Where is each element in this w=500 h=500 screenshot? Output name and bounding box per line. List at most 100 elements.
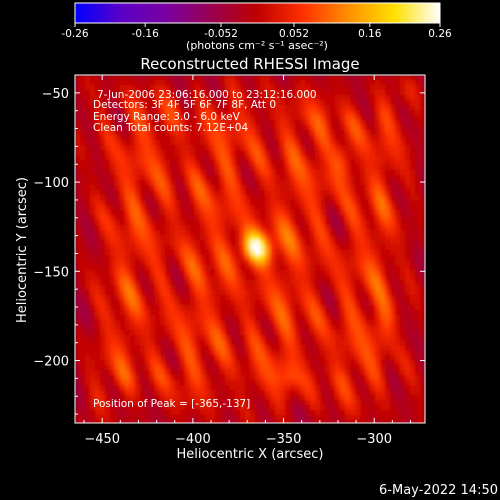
- heatmap-cell: [345, 255, 351, 261]
- heatmap-cell: [225, 420, 231, 423]
- heatmap-cell: [275, 310, 281, 316]
- heatmap-cell: [85, 75, 91, 81]
- heatmap-cell: [415, 120, 421, 126]
- heatmap-cell: [395, 275, 401, 281]
- heatmap-cell: [395, 420, 401, 423]
- heatmap-cell: [255, 365, 261, 371]
- heatmap-cell: [415, 370, 421, 376]
- heatmap-cell: [325, 150, 331, 156]
- heatmap-cell: [140, 250, 146, 256]
- heatmap-cell: [95, 335, 101, 341]
- heatmap-cell: [270, 150, 276, 156]
- heatmap-cell: [320, 175, 326, 181]
- heatmap-cell: [205, 195, 211, 201]
- heatmap-cell: [385, 365, 391, 371]
- heatmap-cell: [195, 100, 201, 106]
- heatmap-cell: [175, 170, 181, 176]
- heatmap-cell: [210, 220, 216, 226]
- heatmap-cell: [400, 395, 406, 401]
- heatmap-cell: [165, 225, 171, 231]
- heatmap-cell: [95, 250, 101, 256]
- heatmap-cell: [200, 360, 206, 366]
- heatmap-cell: [260, 245, 266, 251]
- heatmap-cell: [370, 355, 376, 361]
- heatmap-cell: [100, 195, 106, 201]
- heatmap-cell: [140, 355, 146, 361]
- heatmap-cell: [205, 365, 211, 371]
- heatmap-cell: [275, 190, 281, 196]
- heatmap-cell: [80, 375, 86, 381]
- heatmap-cell: [190, 195, 196, 201]
- heatmap-cell: [265, 150, 271, 156]
- heatmap-cell: [235, 160, 241, 166]
- heatmap-cell: [170, 320, 176, 326]
- heatmap-cell: [305, 240, 311, 246]
- heatmap-cell: [250, 180, 256, 186]
- heatmap-cell: [310, 240, 316, 246]
- heatmap-cell: [100, 140, 106, 146]
- heatmap-cell: [100, 205, 106, 211]
- heatmap-cell: [270, 395, 276, 401]
- heatmap-cell: [415, 185, 421, 191]
- heatmap-cell: [220, 115, 226, 121]
- heatmap-cell: [315, 170, 321, 176]
- heatmap-cell: [255, 305, 261, 311]
- heatmap-cell: [345, 130, 351, 136]
- heatmap-cell: [255, 390, 261, 396]
- heatmap-cell: [295, 170, 301, 176]
- heatmap-cell: [120, 405, 126, 411]
- heatmap-cell: [155, 240, 161, 246]
- heatmap-cell: [330, 185, 336, 191]
- heatmap-cell: [210, 230, 216, 236]
- heatmap-cell: [155, 320, 161, 326]
- heatmap-cell: [135, 270, 141, 276]
- heatmap-cell: [300, 125, 306, 131]
- heatmap-cell: [155, 270, 161, 276]
- heatmap-cell: [285, 140, 291, 146]
- heatmap-cell: [170, 390, 176, 396]
- heatmap-cell: [360, 140, 366, 146]
- heatmap-cell: [160, 90, 166, 96]
- heatmap-cell: [215, 305, 221, 311]
- heatmap-cell: [345, 345, 351, 351]
- heatmap-cell: [340, 215, 346, 221]
- heatmap-cell: [155, 165, 161, 171]
- heatmap-cell: [175, 420, 181, 423]
- heatmap-cell: [145, 385, 151, 391]
- heatmap-cell: [205, 215, 211, 221]
- heatmap-cell: [400, 195, 406, 201]
- heatmap-cell: [365, 200, 371, 206]
- heatmap-cell: [225, 110, 231, 116]
- heatmap-cell: [330, 165, 336, 171]
- heatmap-cell: [305, 245, 311, 251]
- heatmap-cell: [365, 265, 371, 271]
- heatmap-cell: [130, 225, 136, 231]
- heatmap-cell: [385, 105, 391, 111]
- heatmap-cell: [255, 345, 261, 351]
- heatmap-cell: [330, 110, 336, 116]
- heatmap-cell: [175, 255, 181, 261]
- heatmap-cell: [410, 190, 416, 196]
- heatmap-cell: [370, 220, 376, 226]
- heatmap-cell: [300, 165, 306, 171]
- heatmap-cell: [80, 420, 86, 423]
- heatmap-cell: [220, 170, 226, 176]
- heatmap-cell: [385, 150, 391, 156]
- heatmap-cell: [160, 140, 166, 146]
- heatmap-cell: [200, 300, 206, 306]
- heatmap-cell: [400, 230, 406, 236]
- heatmap-cell: [195, 140, 201, 146]
- heatmap-cell: [400, 345, 406, 351]
- heatmap-cell: [330, 305, 336, 311]
- heatmap-cell: [360, 335, 366, 341]
- heatmap-cell: [345, 275, 351, 281]
- heatmap-cell: [105, 280, 111, 286]
- heatmap-cell: [195, 75, 201, 81]
- heatmap-cell: [130, 355, 136, 361]
- heatmap-cell: [255, 290, 261, 296]
- heatmap-cell: [350, 385, 356, 391]
- heatmap-cell: [260, 135, 266, 141]
- heatmap-cell: [200, 405, 206, 411]
- heatmap-cell: [340, 245, 346, 251]
- heatmap-cell: [175, 230, 181, 236]
